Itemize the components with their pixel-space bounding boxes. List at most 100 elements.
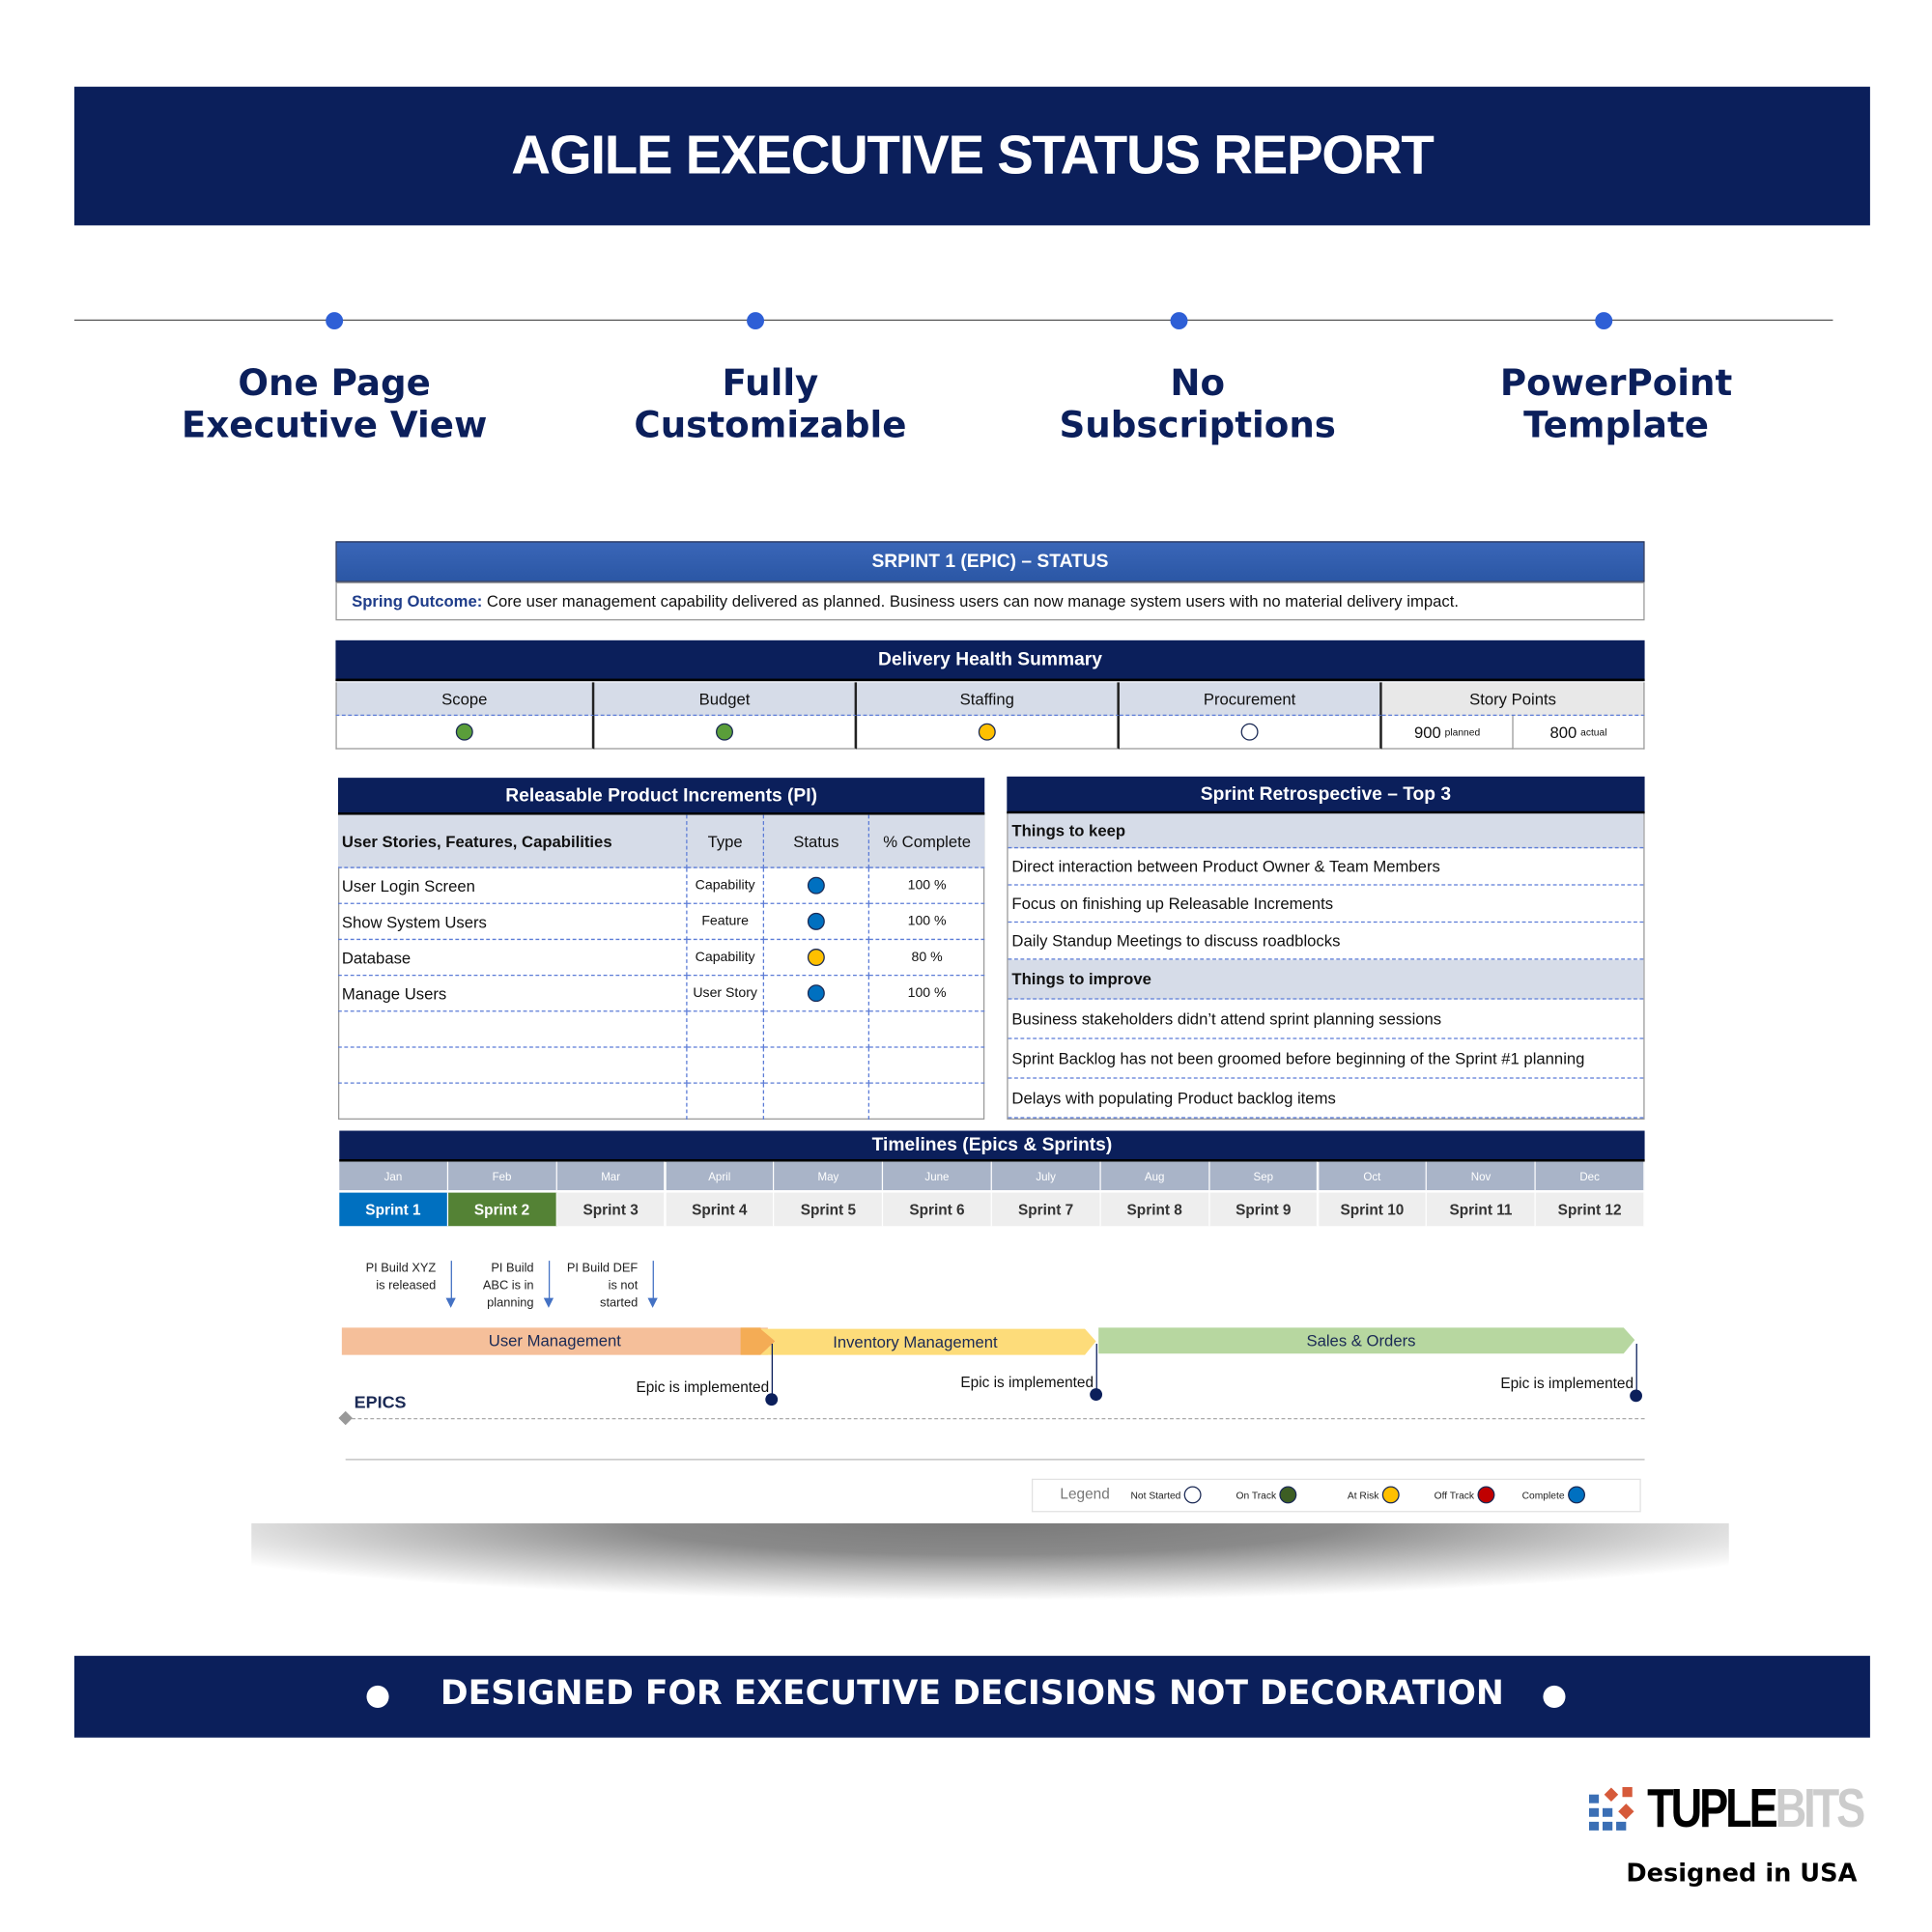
annotation-line: started bbox=[600, 1296, 639, 1311]
sprint-cell[interactable]: Sprint 6 bbox=[883, 1192, 992, 1227]
retro-item: Sprint Backlog has not been groomed befo… bbox=[1008, 1039, 1644, 1079]
pi-cell bbox=[687, 1011, 765, 1048]
pi-cell: Manage Users bbox=[337, 976, 688, 1012]
pi-pct: 100 % bbox=[907, 877, 947, 894]
feature-3: No Subscriptions bbox=[1011, 361, 1383, 445]
sprint-cell[interactable]: Sprint 4 bbox=[666, 1192, 775, 1227]
legend-item: Off Track bbox=[1434, 1486, 1495, 1504]
outcome-text: Core user management capability delivere… bbox=[482, 591, 1459, 611]
pi-cell bbox=[764, 1047, 869, 1084]
pi-annotation: PI Build XYZ is released bbox=[347, 1261, 437, 1295]
divider bbox=[345, 1459, 1645, 1461]
sprint-cell[interactable]: Sprint 1 bbox=[339, 1192, 448, 1227]
pi-col-header: % Complete bbox=[868, 814, 985, 868]
feature-line2: Subscriptions bbox=[1059, 403, 1336, 446]
month-dec: Dec bbox=[1535, 1161, 1645, 1191]
actual-label: actual bbox=[1580, 725, 1607, 738]
month-nov: Nov bbox=[1427, 1161, 1536, 1191]
pi-col-header: Type bbox=[687, 814, 765, 868]
pi-cell bbox=[764, 903, 869, 941]
timeline-header: Timelines (Epics & Sprints) bbox=[339, 1130, 1645, 1162]
planned-label: planned bbox=[1444, 725, 1481, 738]
sprint-cell[interactable]: Sprint 7 bbox=[991, 1192, 1101, 1227]
sprint-cell[interactable]: Sprint 2 bbox=[447, 1192, 557, 1227]
health-col-scope: Scope bbox=[335, 682, 595, 717]
pi-cell: 100 % bbox=[868, 868, 985, 904]
feature-line1: Fully bbox=[722, 361, 819, 404]
status-complete-icon bbox=[807, 912, 825, 930]
pi-name: User Login Screen bbox=[341, 876, 475, 895]
legend-swatch-icon bbox=[1568, 1486, 1586, 1504]
pi-type: Capability bbox=[695, 950, 755, 965]
status-not-started-icon bbox=[1240, 723, 1259, 741]
milestone-pin bbox=[1635, 1344, 1637, 1396]
feature-1: One Page Executive View bbox=[149, 361, 521, 445]
annotation-line: ABC is in bbox=[482, 1279, 534, 1293]
feature-4: PowerPoint Template bbox=[1431, 361, 1803, 445]
story-points-planned: 900 planned bbox=[1381, 716, 1514, 750]
sprint-cell[interactable]: Sprint 11 bbox=[1427, 1192, 1536, 1227]
pi-cell: 80 % bbox=[868, 940, 985, 977]
pi-cell bbox=[764, 867, 869, 904]
feature-line1: One Page bbox=[238, 361, 431, 404]
legend-swatch-icon bbox=[1279, 1486, 1297, 1504]
story-points-actual: 800 actual bbox=[1513, 716, 1645, 750]
pi-cell: Capability bbox=[687, 940, 765, 977]
annotation-line: planning bbox=[487, 1296, 534, 1311]
epic-bar-sales-orders bbox=[1098, 1327, 1635, 1354]
milestone-dot-icon bbox=[765, 1393, 779, 1406]
pi-cell bbox=[687, 1047, 765, 1084]
health-col-procurement: Procurement bbox=[1119, 682, 1382, 717]
pi-cell bbox=[764, 976, 869, 1012]
legend-label: Legend bbox=[1060, 1485, 1110, 1503]
epics-axis bbox=[345, 1417, 1645, 1420]
feature-line1: No bbox=[1170, 361, 1226, 404]
retro-item: Focus on finishing up Releasable Increme… bbox=[1008, 886, 1644, 923]
pi-name: Show System Users bbox=[341, 912, 487, 931]
sprint-cell[interactable]: Sprint 8 bbox=[1100, 1192, 1210, 1227]
month-oct: Oct bbox=[1318, 1161, 1428, 1191]
retro-item: Delays with populating Product backlog i… bbox=[1008, 1079, 1644, 1119]
pi-name: Manage Users bbox=[341, 983, 447, 1003]
pi-cell: User Story bbox=[687, 976, 765, 1012]
sprint-cell[interactable]: Sprint 3 bbox=[556, 1192, 667, 1227]
feature-line2: Template bbox=[1523, 403, 1709, 446]
feature-dot bbox=[1170, 312, 1188, 330]
feature-2: Fully Customizable bbox=[584, 361, 956, 445]
retro-item: Direct interaction between Product Owner… bbox=[1008, 848, 1644, 886]
footer-text: DESIGNED FOR EXECUTIVE DECISIONS NOT DEC… bbox=[440, 1674, 1504, 1714]
logo-wordmark: TUPLEBITS bbox=[1647, 1778, 1865, 1840]
sprint-cell[interactable]: Sprint 12 bbox=[1535, 1192, 1645, 1227]
sprint-cell[interactable]: Sprint 10 bbox=[1318, 1192, 1428, 1227]
status-on-track-icon bbox=[455, 723, 473, 741]
pi-name: Database bbox=[341, 948, 412, 967]
pi-pct: 100 % bbox=[907, 914, 947, 929]
delivery-health-header: Delivery Health Summary bbox=[335, 639, 1645, 682]
actual-value: 800 bbox=[1549, 723, 1577, 742]
tuplebits-logo-icon bbox=[1588, 1786, 1641, 1843]
arrow-down-icon bbox=[445, 1261, 456, 1308]
month-feb: Feb bbox=[447, 1161, 557, 1191]
annotation-line: is released bbox=[376, 1279, 437, 1293]
sprint-cell[interactable]: Sprint 9 bbox=[1209, 1192, 1319, 1227]
legend-swatch-icon bbox=[1477, 1486, 1495, 1504]
feature-dot bbox=[326, 312, 344, 330]
pi-type: Capability bbox=[695, 877, 755, 894]
annotation-line: is not bbox=[608, 1279, 639, 1293]
pi-cell: Feature bbox=[687, 903, 765, 941]
legend-box bbox=[1031, 1478, 1641, 1513]
legend-item-label: Complete bbox=[1521, 1489, 1565, 1501]
legend-item-label: Off Track bbox=[1434, 1489, 1475, 1501]
sprint-cell[interactable]: Sprint 5 bbox=[774, 1192, 884, 1227]
legend-swatch-icon bbox=[1382, 1486, 1401, 1504]
legend-item-label: On Track bbox=[1236, 1489, 1277, 1501]
retro-item: Daily Standup Meetings to discuss roadbl… bbox=[1008, 923, 1644, 960]
milestone-pin bbox=[771, 1344, 773, 1400]
status-complete-icon bbox=[807, 984, 825, 1003]
pi-cell bbox=[338, 1083, 688, 1120]
feature-line bbox=[73, 319, 1833, 322]
month-april: April bbox=[666, 1161, 775, 1191]
milestone-label: Epic is implemented bbox=[960, 1373, 1094, 1391]
story-points-header: Story Points bbox=[1381, 682, 1645, 717]
feature-line1: PowerPoint bbox=[1499, 361, 1733, 404]
